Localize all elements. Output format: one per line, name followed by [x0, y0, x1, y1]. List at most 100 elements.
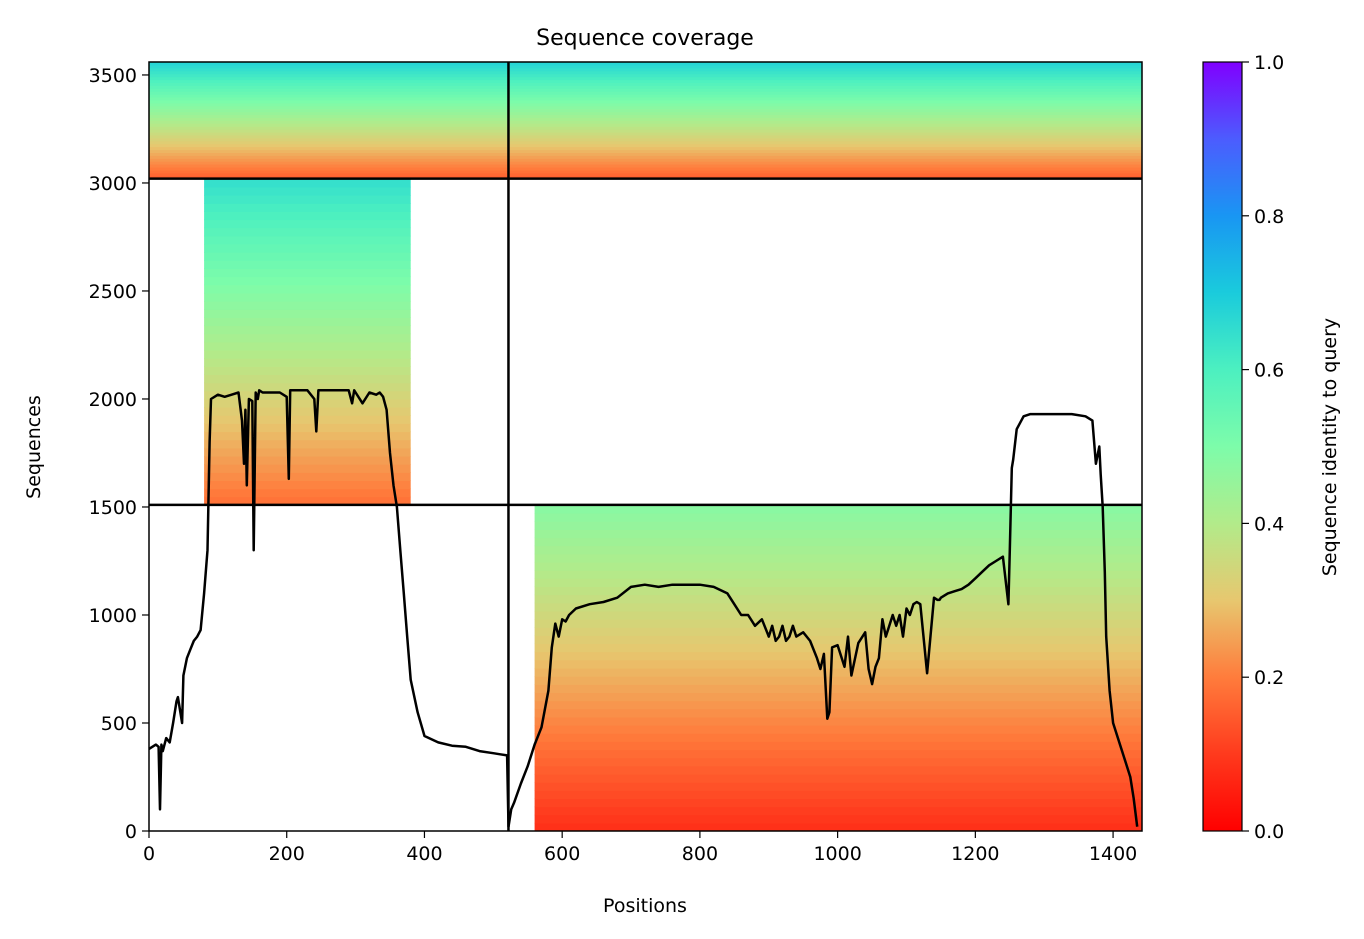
- msa-row-band: [534, 586, 1142, 596]
- msa-row-band: [204, 496, 411, 506]
- colorbar-tick-label: 0.8: [1254, 206, 1284, 228]
- x-tick-label: 400: [406, 843, 442, 865]
- chart-title: Sequence coverage: [536, 26, 754, 51]
- msa-row-band: [534, 684, 1142, 693]
- plot-frame: [148, 61, 1143, 832]
- msa-row-band: [534, 529, 1142, 539]
- x-tick-label: 1000: [813, 843, 861, 865]
- msa-row-band: [204, 309, 411, 318]
- msa-row-band: [534, 733, 1142, 742]
- msa-row-band: [149, 82, 1142, 86]
- plot-area: [148, 61, 1143, 832]
- y-tick-label: 500: [101, 713, 137, 735]
- msa-row-band: [204, 423, 411, 433]
- msa-row-band: [534, 504, 1142, 514]
- msa-row-band: [534, 765, 1142, 775]
- msa-row-band: [534, 741, 1142, 751]
- msa-row-band: [204, 227, 411, 237]
- msa-row-band: [534, 553, 1142, 563]
- msa-row-band: [149, 164, 1142, 168]
- msa-row-band: [534, 716, 1142, 726]
- msa-row-band: [149, 70, 1142, 75]
- msa-row-band: [204, 292, 411, 302]
- msa-row-band: [534, 651, 1142, 661]
- x-tick-label: 1400: [1089, 843, 1137, 865]
- msa-row-band: [204, 488, 411, 498]
- msa-row-band: [149, 143, 1142, 148]
- msa-row-band: [149, 137, 1142, 142]
- msa-row-band: [534, 619, 1142, 628]
- msa-row-band: [204, 268, 411, 278]
- colorbar-gradient: [1202, 61, 1243, 832]
- msa-row-band: [204, 203, 411, 212]
- msa-row-band: [149, 62, 1142, 66]
- msa-row-band: [534, 708, 1142, 718]
- msa-row-band: [534, 757, 1142, 767]
- msa-row-band: [149, 114, 1142, 118]
- msa-row-band: [149, 158, 1142, 162]
- msa-row-band: [534, 790, 1142, 799]
- msa-row-band: [534, 659, 1142, 669]
- msa-row-band: [204, 252, 411, 261]
- colorbar: 0.0 0.2 0.4 0.6 0.8 1.0 Sequence identity to …: [1202, 52, 1341, 843]
- msa-row-band: [204, 219, 411, 229]
- msa-row-band: [534, 627, 1142, 636]
- colorbar-tick-label: 0.0: [1254, 821, 1284, 843]
- msa-row-band: [534, 773, 1142, 783]
- msa-row-band: [204, 431, 411, 441]
- msa-row-band: [534, 676, 1142, 685]
- msa-row-band: [204, 178, 411, 188]
- msa-row-band: [204, 472, 411, 481]
- msa-row-band: [534, 822, 1142, 831]
- msa-row-band: [149, 146, 1142, 151]
- x-tick-label: 1200: [951, 843, 999, 865]
- msa-row-band: [149, 167, 1142, 171]
- msa-row-band: [204, 480, 411, 490]
- y-axis-ticks: 0 500 1000 1500 2000 2500 3000 3500: [89, 65, 149, 843]
- msa-row-band: [149, 123, 1142, 127]
- msa-row-band: [204, 455, 411, 465]
- x-tick-label: 800: [682, 843, 718, 865]
- msa-row-band: [534, 692, 1142, 702]
- y-tick-label: 2500: [89, 281, 137, 303]
- msa-row-band: [149, 172, 1142, 177]
- msa-row-band: [534, 635, 1142, 645]
- coverage-line: [148, 389, 1139, 828]
- msa-row-band: [149, 169, 1142, 174]
- msa-row-band: [534, 513, 1142, 522]
- msa-row-band: [204, 284, 411, 294]
- msa-row-band: [204, 447, 411, 457]
- msa-row-band: [204, 398, 411, 408]
- msa-row-band: [149, 105, 1142, 110]
- msa-row-band: [534, 782, 1142, 791]
- msa-row-band: [149, 132, 1142, 136]
- msa-row-band: [534, 521, 1142, 530]
- msa-row-band: [204, 211, 411, 221]
- x-tick-label: 0: [143, 843, 155, 865]
- colorbar-tick-label: 0.2: [1254, 667, 1284, 689]
- msa-row-band: [204, 333, 411, 343]
- msa-row-band: [204, 243, 411, 253]
- msa-row-band: [204, 260, 411, 269]
- colorbar-label: Sequence identity to query: [1319, 318, 1341, 576]
- msa-row-band: [149, 73, 1142, 78]
- msa-row-band: [149, 161, 1142, 165]
- y-tick-label: 2000: [89, 389, 137, 411]
- msa-row-band: [204, 464, 411, 473]
- msa-row-band: [149, 152, 1142, 156]
- msa-row-band: [204, 276, 411, 286]
- msa-row-band: [534, 806, 1142, 816]
- msa-row-band: [204, 325, 411, 335]
- y-tick-label: 1500: [89, 497, 137, 519]
- msa-row-band: [534, 700, 1142, 710]
- msa-row-band: [534, 545, 1142, 555]
- msa-row-band: [534, 798, 1142, 808]
- msa-row-band: [204, 415, 411, 424]
- x-axis-ticks: 0 200 400 600 800 1000 1200 1400: [143, 831, 1137, 865]
- msa-row-band: [204, 301, 411, 310]
- msa-row-band: [204, 341, 411, 351]
- y-tick-label: 0: [125, 821, 137, 843]
- colorbar-tick-label: 1.0: [1254, 52, 1284, 74]
- msa-row-band: [149, 76, 1142, 81]
- msa-row-band: [534, 667, 1142, 677]
